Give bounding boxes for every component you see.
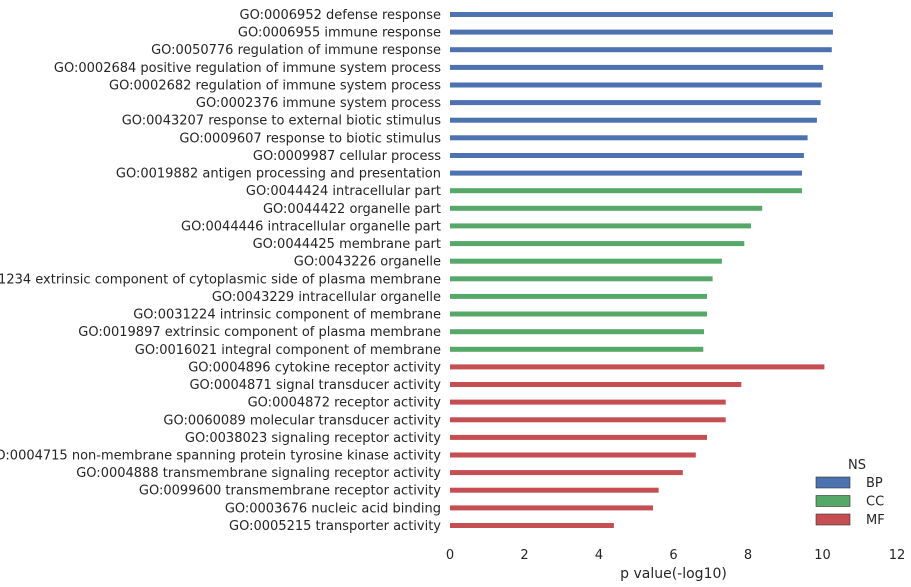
bar-mf — [450, 452, 696, 458]
category-label: GO:0044446 intracellular organelle part — [181, 219, 441, 234]
bar-bp — [450, 64, 824, 70]
legend-title: NS — [848, 458, 866, 473]
category-label: GO:0016021 integral component of membran… — [135, 343, 441, 358]
category-labels-group: GO:0006952 defense response GO:0006955 im… — [0, 8, 441, 534]
category-label: GO:0043226 organelle — [294, 255, 441, 270]
bar-mf — [450, 523, 614, 528]
bar-mf — [450, 399, 726, 405]
legend-label-cc: CC — [866, 495, 884, 510]
x-ticks-group: 0 2 4 6 8 10 12 — [446, 548, 905, 563]
bar-cc — [450, 346, 704, 352]
x-tick-label: 8 — [744, 548, 752, 563]
category-label: GO:0004715 non-membrane spanning protein… — [0, 449, 441, 464]
bar-cc — [450, 293, 707, 299]
bar-cc — [450, 311, 707, 317]
bar-mf — [450, 434, 707, 440]
bar-mf — [450, 470, 683, 476]
legend-label-bp: BP — [866, 476, 883, 491]
legend-swatch-mf — [815, 513, 851, 526]
bar-bp — [450, 12, 833, 17]
category-label: GO:0019882 antigen processing and presen… — [116, 167, 441, 182]
category-label: GO:0044422 organelle part — [263, 202, 441, 217]
bar-bp — [450, 47, 832, 53]
category-label: GO:0002684 positive regulation of immune… — [54, 61, 441, 76]
category-label: GO:0004896 cytokine receptor activity — [188, 360, 441, 375]
category-label: GO:0031234 extrinsic component of cytopl… — [0, 272, 441, 287]
bar-bp — [450, 135, 808, 141]
category-label: GO:0044425 membrane part — [253, 237, 441, 252]
category-label: GO:0050776 regulation of immune response — [151, 43, 441, 58]
bar-cc — [450, 241, 745, 247]
bars-group — [450, 12, 833, 528]
x-tick-label: 10 — [814, 548, 831, 563]
x-tick-label: 0 — [446, 548, 454, 563]
bar-cc — [450, 276, 713, 282]
x-tick-label: 4 — [595, 548, 603, 563]
bar-bp — [450, 100, 821, 106]
category-label: GO:0005215 transporter activity — [229, 519, 441, 534]
category-label: GO:0060089 molecular transducer activity — [163, 413, 441, 428]
x-tick-label: 2 — [520, 548, 528, 563]
category-label: GO:0009607 response to biotic stimulus — [179, 131, 441, 146]
bar-cc — [450, 258, 722, 264]
category-label: GO:0003676 nucleic acid binding — [225, 501, 441, 516]
category-label: GO:0031224 intrinsic component of membra… — [133, 308, 441, 323]
bar-mf — [450, 417, 726, 423]
category-label: GO:0044424 intracellular part — [246, 184, 441, 199]
bar-mf — [450, 487, 659, 493]
legend-swatch-bp — [815, 476, 851, 489]
category-label: GO:0004872 receptor activity — [248, 396, 442, 411]
category-label: GO:0043207 response to external biotic s… — [122, 114, 442, 129]
category-label: GO:0004888 transmembrane signaling recep… — [76, 466, 441, 481]
category-label: GO:0043229 intracellular organelle — [212, 290, 441, 305]
bar-bp — [450, 29, 833, 35]
x-tick-label: 12 — [889, 548, 906, 563]
bar-cc — [450, 188, 802, 194]
bar-cc — [450, 205, 763, 211]
category-label: GO:0002682 regulation of immune system p… — [109, 79, 441, 94]
category-label: GO:0002376 immune system process — [196, 96, 441, 111]
category-label: GO:0019897 extrinsic component of plasma… — [78, 325, 441, 340]
bar-bp — [450, 153, 804, 158]
category-label: GO:0006955 immune response — [238, 26, 441, 41]
category-label: GO:0006952 defense response — [240, 8, 442, 23]
x-axis-title: p value(-log10) — [620, 566, 727, 582]
bar-mf — [450, 505, 653, 511]
bar-bp — [450, 170, 802, 176]
bar-cc — [450, 223, 751, 229]
category-label: GO:0009987 cellular process — [253, 149, 441, 164]
category-label: GO:0099600 transmembrane receptor activi… — [139, 484, 441, 499]
x-tick-label: 6 — [669, 548, 677, 563]
legend-swatch-cc — [815, 495, 851, 507]
category-label: GO:0038023 signaling receptor activity — [185, 431, 441, 446]
bar-bp — [450, 82, 822, 88]
bar-mf — [450, 364, 825, 370]
bar-mf — [450, 382, 742, 387]
legend-label-mf: MF — [866, 513, 885, 528]
category-label: GO:0004871 signal transducer activity — [189, 378, 441, 393]
bar-bp — [450, 117, 817, 123]
bar-cc — [450, 329, 704, 335]
